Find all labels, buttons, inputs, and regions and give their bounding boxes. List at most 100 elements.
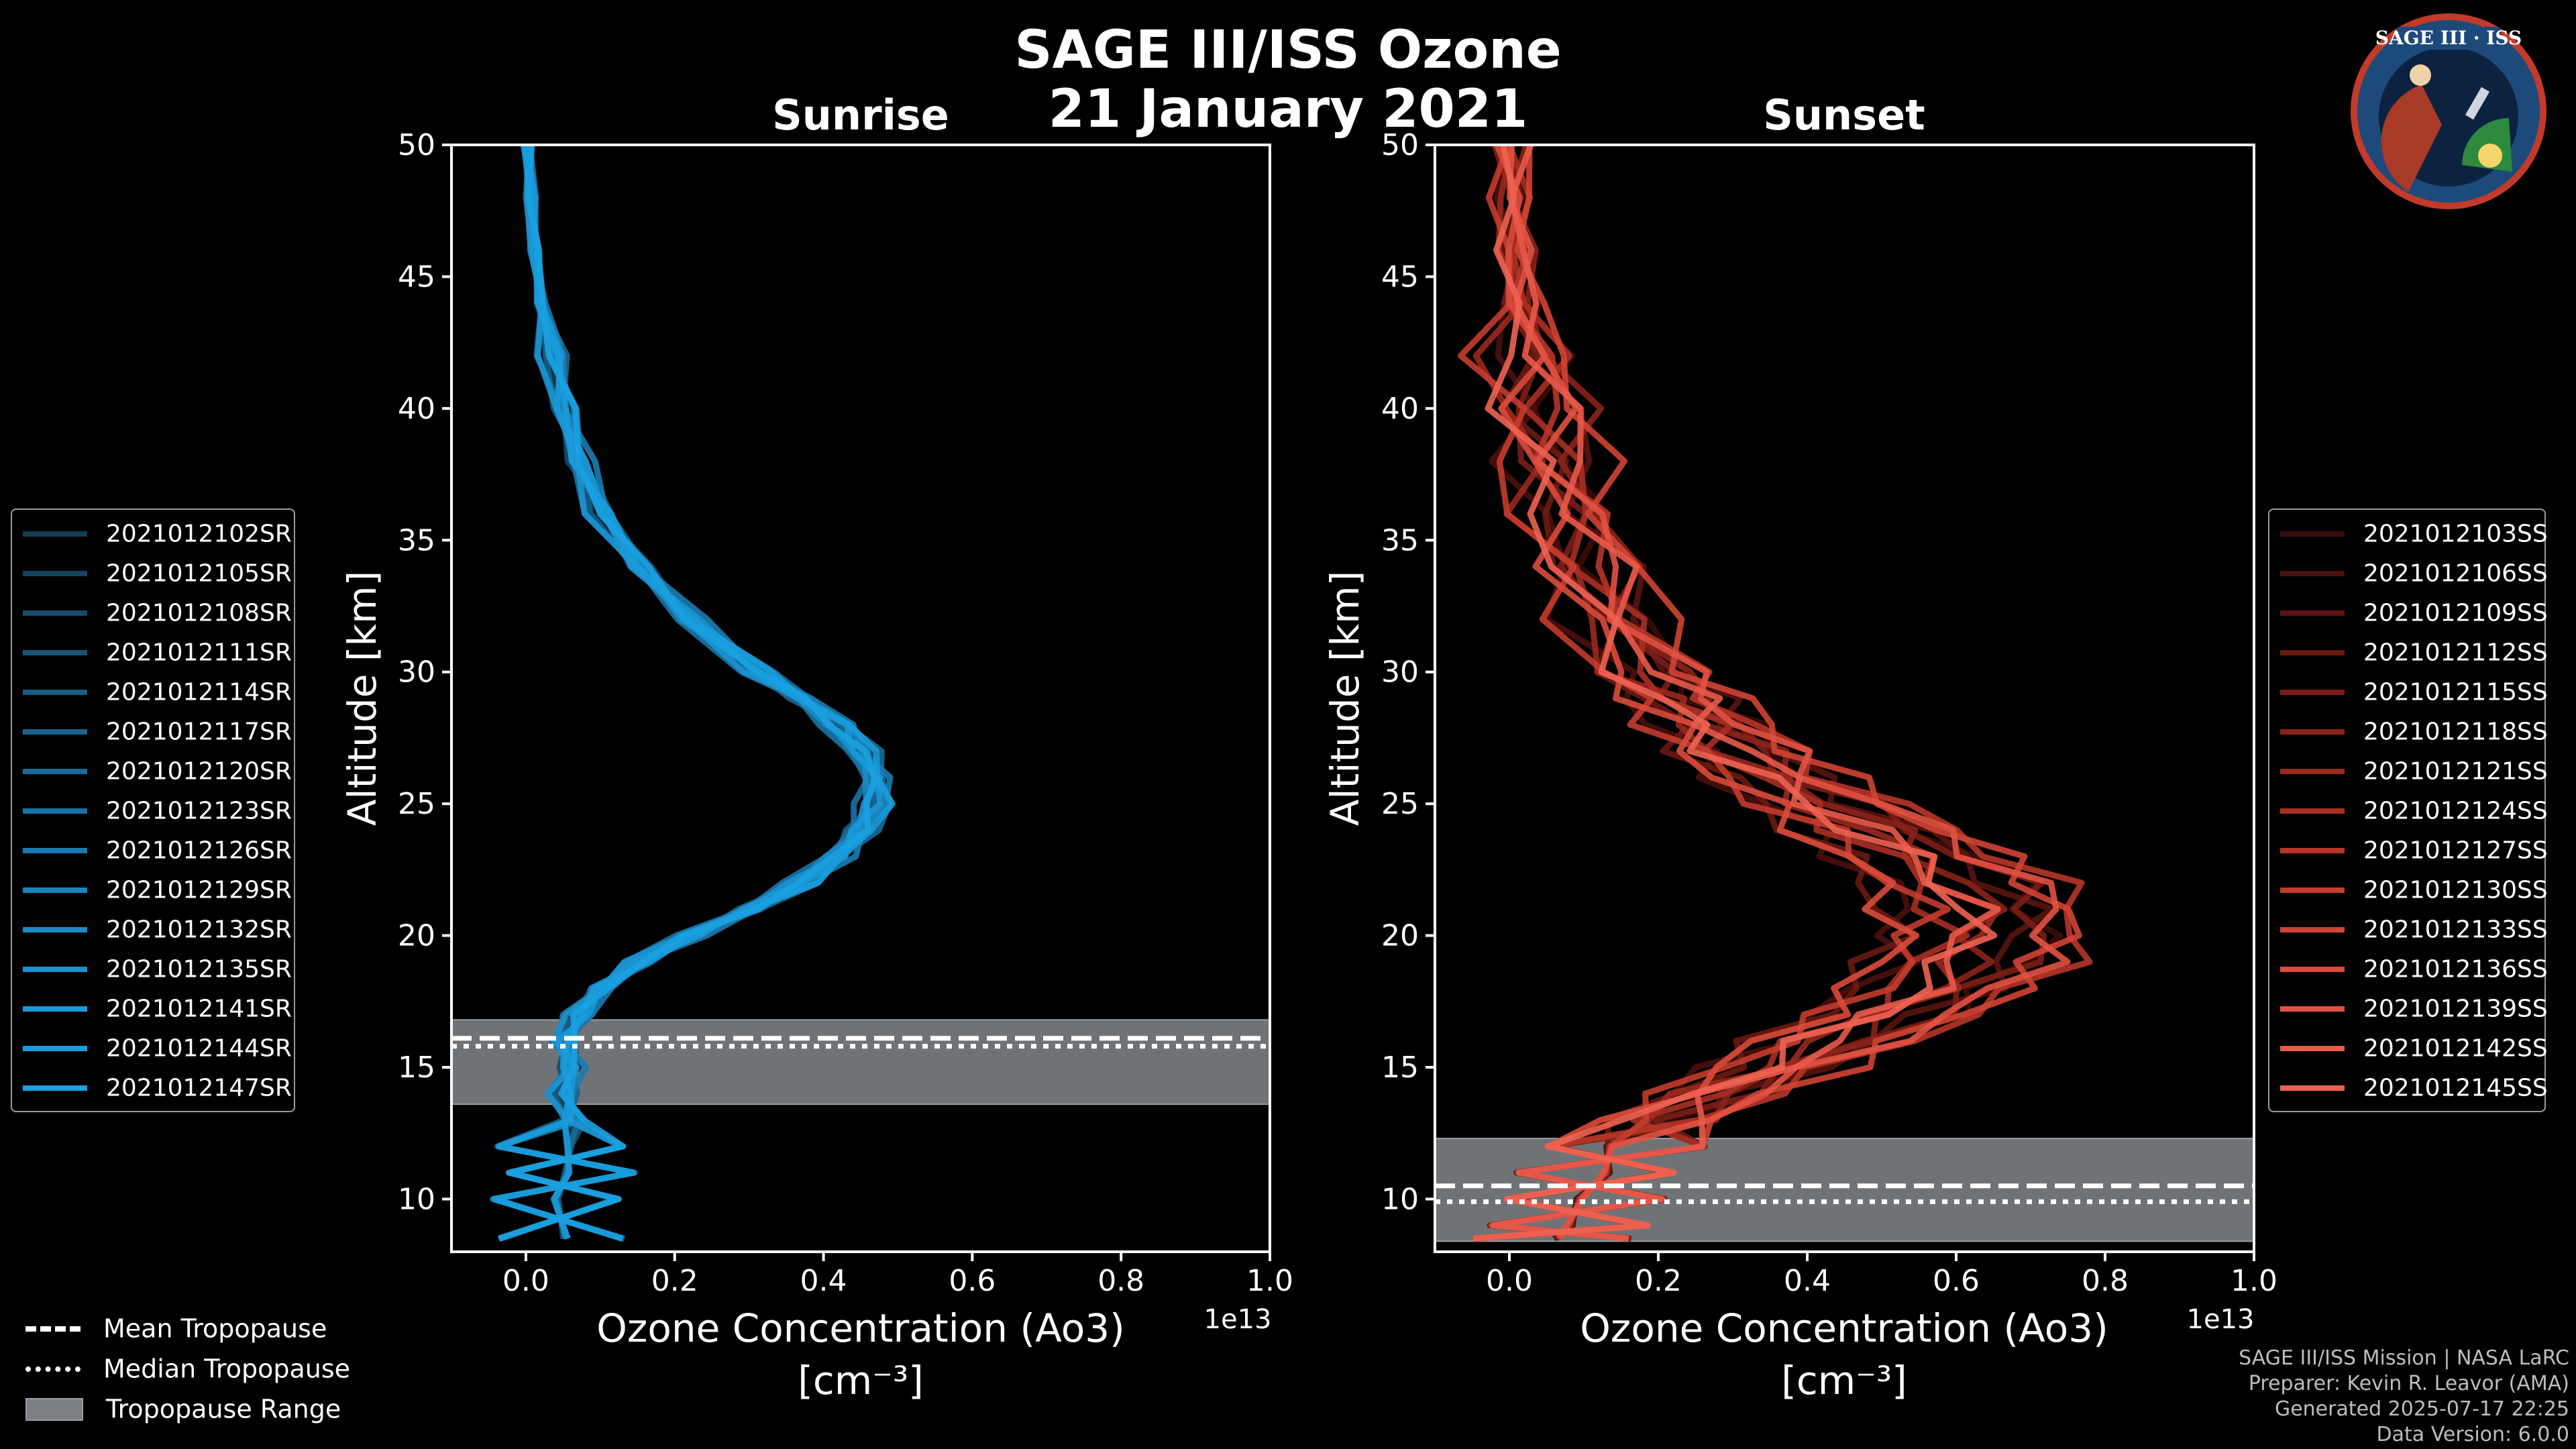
sunset-legend-entry: 2021012103SS xyxy=(2280,519,2548,548)
sunrise-legend-label: 2021012111SR xyxy=(106,639,292,667)
sunrise-legend-swatch xyxy=(23,967,87,972)
sunrise-legend-swatch xyxy=(23,610,87,616)
sunset-legend-entry: 2021012142SS xyxy=(2280,1034,2548,1063)
sunset-y-tick-label: 35 xyxy=(1381,523,1419,557)
sunrise-legend-swatch xyxy=(23,690,87,695)
sunset-legend-label: 2021012106SS xyxy=(2363,559,2548,588)
sunset-x-tick-label: 0.0 xyxy=(1486,1264,1533,1298)
sunrise-y-tick-label: 30 xyxy=(398,655,435,690)
sunset-legend-entry: 2021012106SS xyxy=(2280,559,2548,588)
sunrise-legend-entry: 2021012132SR xyxy=(23,915,292,944)
logo-title: SAGE III · ISS xyxy=(2375,27,2522,49)
sunrise-profile-2021012144SR xyxy=(492,145,896,1242)
sunset-legend-swatch xyxy=(2280,808,2345,814)
sunrise-legend-label: 2021012126SR xyxy=(106,837,292,865)
sunset-legend-label: 2021012112SS xyxy=(2363,639,2548,667)
sunset-legend-label: 2021012145SS xyxy=(2363,1074,2548,1102)
logo-banner xyxy=(2396,27,2501,50)
sunset-legend-swatch xyxy=(2280,927,2345,932)
sunrise-x-tick-label: 0.4 xyxy=(800,1264,847,1298)
sunrise-profile-2021012147SR xyxy=(497,145,877,1242)
sunrise-panel-title: Sunrise xyxy=(772,91,949,140)
credit-line-mission: SAGE III/ISS Mission | NASA LaRC xyxy=(2239,1346,2569,1370)
sunrise-legend-entry: 2021012120SR xyxy=(23,757,292,786)
sunset-legend-label: 2021012127SS xyxy=(2363,837,2548,865)
sunset-y-axis-label: Altitude [km] xyxy=(1322,571,1368,826)
sunset-legend-label: 2021012133SS xyxy=(2363,916,2548,944)
sunrise-legend-swatch xyxy=(23,650,87,655)
sunrise-y-tick-label: 45 xyxy=(398,260,435,294)
sunrise-legend-swatch xyxy=(23,571,87,576)
sunset-x-tick-label: 1.0 xyxy=(2231,1264,2277,1298)
sunrise-y-tick-label: 50 xyxy=(398,128,435,162)
tropopause-legend-swatch-band xyxy=(25,1397,83,1421)
sunset-x-tick-label: 0.2 xyxy=(1635,1264,1682,1298)
sunrise-legend-swatch xyxy=(23,808,87,814)
sunrise-y-tick-label: 15 xyxy=(398,1051,435,1085)
sunset-profile-2021012142SS xyxy=(1490,145,2001,1242)
sunset-legend-label: 2021012130SS xyxy=(2363,876,2548,904)
sunset-y-tick-label: 10 xyxy=(1381,1182,1419,1216)
tropopause-legend-swatch-dashed xyxy=(25,1326,80,1332)
sunset-y-tick-label: 40 xyxy=(1381,392,1419,426)
sunrise-legend-label: 2021012102SR xyxy=(106,520,292,548)
credits-block: SAGE III/ISS Mission | NASA LaRC Prepare… xyxy=(2239,1346,2569,1448)
sunrise-legend-label: 2021012105SR xyxy=(106,559,292,588)
credit-line-preparer: Preparer: Kevin R. Leavor (AMA) xyxy=(2248,1372,2569,1395)
figure-title-line-2: 21 January 2021 xyxy=(1048,79,1528,140)
sunset-legend-entry: 2021012118SS xyxy=(2280,717,2548,746)
sunset-legend-label: 2021012103SS xyxy=(2363,520,2548,548)
sunset-x-multiplier: 1e13 xyxy=(2187,1304,2255,1335)
sunrise-y-axis-label: Altitude [km] xyxy=(339,571,385,826)
sunrise-legend-swatch xyxy=(23,769,87,774)
sunset-legend-swatch xyxy=(2280,1085,2345,1091)
sunrise-x-tick-label: 0.0 xyxy=(502,1264,549,1298)
sunrise-legend-swatch xyxy=(23,1006,87,1012)
logo-sun xyxy=(2478,144,2502,168)
sunset-legend-swatch xyxy=(2280,1046,2345,1051)
sunrise-legend-entry: 2021012102SR xyxy=(23,519,292,548)
sunset-legend-entry: 2021012139SS xyxy=(2280,994,2548,1023)
sunset-profile-2021012139SS xyxy=(1507,145,2071,1240)
sunrise-legend-swatch xyxy=(23,1046,87,1051)
sunset-legend-swatch xyxy=(2280,531,2345,537)
sunset-legend-swatch xyxy=(2280,610,2345,616)
sunrise-legend-entry: 2021012123SR xyxy=(23,796,292,825)
sunrise-x-axis-label: Ozone Concentration (Ao3) xyxy=(596,1305,1125,1351)
sunrise-x-tick-label: 1.0 xyxy=(1246,1264,1293,1298)
sunrise-legend-swatch xyxy=(23,729,87,735)
sunset-legend-swatch xyxy=(2280,1006,2345,1012)
sunrise-legend-entry: 2021012114SR xyxy=(23,678,292,706)
sunrise-legend-label: 2021012129SR xyxy=(106,876,292,904)
sunrise-legend-label: 2021012132SR xyxy=(106,916,292,944)
sunset-legend: 2021012103SS 2021012106SS 2021012109SS 2021… xyxy=(2268,508,2548,1112)
sunrise-legend-label: 2021012147SR xyxy=(106,1074,292,1102)
sunrise-x-axis-unit: [cm⁻³] xyxy=(798,1358,924,1403)
sunset-legend-entry: 2021012115SS xyxy=(2280,678,2548,706)
sunrise-legend-entry: 2021012126SR xyxy=(23,836,292,865)
sunset-panel-title: Sunset xyxy=(1763,91,1925,140)
sunrise-legend-entry: 2021012144SR xyxy=(23,1034,292,1063)
credit-line-generated: Generated 2025-07-17 22:25 xyxy=(2274,1397,2569,1421)
logo-figure-head xyxy=(2410,64,2431,86)
sunset-x-axis-unit: [cm⁻³] xyxy=(1781,1358,1907,1403)
sunrise-y-tick-label: 20 xyxy=(398,919,435,953)
sunrise-x-tick-label: 0.2 xyxy=(651,1264,698,1298)
sunset-x-tick-label: 0.4 xyxy=(1784,1264,1831,1298)
sunset-panel: Sunset 0.0 0.2 0.4 0.6 0.8 1.0 10 15 20 25 30 35 40 4… xyxy=(1322,91,2277,1403)
tropopause-legend-band: Tropopause Range xyxy=(25,1393,341,1424)
logo-station xyxy=(2465,87,2490,120)
sunrise-legend-label: 2021012141SR xyxy=(106,995,292,1023)
sunset-profile-2021012124SS xyxy=(1488,145,1970,1242)
sunrise-legend-entry: 2021012135SR xyxy=(23,955,292,983)
sunset-legend-label: 2021012121SS xyxy=(2363,757,2548,786)
sunrise-legend-entry: 2021012108SR xyxy=(23,598,292,627)
sunrise-legend-entry: 2021012117SR xyxy=(23,717,292,746)
mission-patch-logo: SAGE III · ISS xyxy=(2351,13,2546,209)
sunrise-legend-label: 2021012108SR xyxy=(106,599,292,627)
sunrise-y-tick-label: 40 xyxy=(398,392,435,426)
sunset-legend-entry: 2021012109SS xyxy=(2280,598,2548,627)
sunset-legend-entry: 2021012124SS xyxy=(2280,796,2548,825)
sunrise-tropopause-range xyxy=(451,1019,1270,1106)
sunrise-legend-label: 2021012123SR xyxy=(106,797,292,825)
